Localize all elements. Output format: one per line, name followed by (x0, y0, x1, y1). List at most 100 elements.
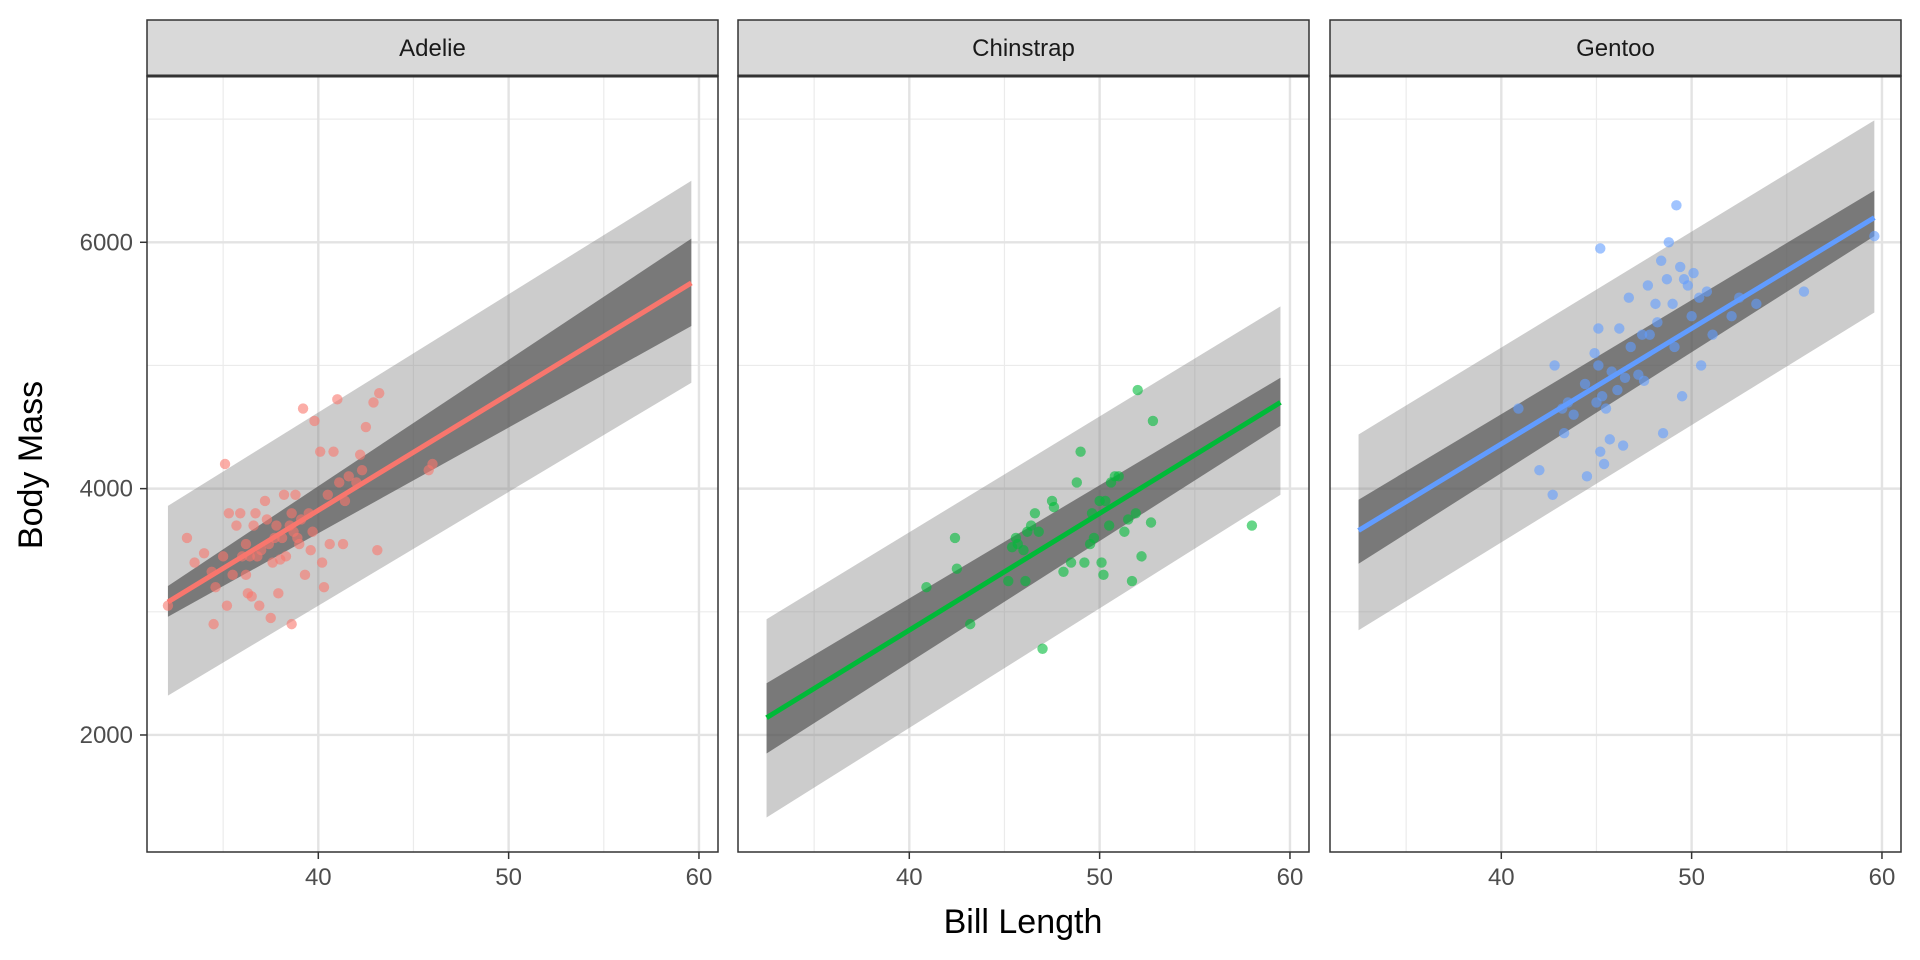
data-point (240, 569, 252, 581)
panel-adelie: Adelie 40 50 60 (146, 19, 719, 891)
data-point (328, 446, 339, 457)
data-point (1667, 298, 1678, 310)
data-point (1593, 323, 1604, 334)
data-point (286, 618, 297, 630)
data-point (354, 449, 366, 460)
data-point (1619, 372, 1631, 383)
data-point (217, 551, 229, 562)
data-point (1593, 360, 1604, 371)
data-point (246, 591, 257, 602)
data-points (1513, 200, 1880, 500)
x-tick-label: 50 (1678, 864, 1705, 891)
x-tick-label: 50 (1086, 864, 1113, 891)
data-point (316, 557, 328, 568)
data-point (1246, 520, 1258, 531)
data-point (1798, 286, 1810, 297)
data-point (1617, 440, 1629, 451)
data-point (307, 526, 318, 537)
data-point (250, 508, 261, 519)
data-point (1020, 575, 1031, 587)
data-point (219, 458, 231, 470)
data-point (305, 545, 316, 556)
data-point (1558, 428, 1570, 439)
confidence-band (1358, 190, 1875, 564)
data-point (198, 548, 210, 559)
data-point (1598, 458, 1610, 470)
data-point (1614, 323, 1625, 334)
panel-gentoo: Gentoo 40 50 60 (1329, 19, 1902, 891)
data-point (1581, 471, 1593, 482)
data-point (1604, 434, 1615, 445)
data-point (259, 495, 271, 507)
x-tick-label: 40 (305, 864, 332, 891)
data-point (221, 600, 233, 611)
data-point (254, 600, 265, 611)
facet-strip-label: Adelie (399, 35, 466, 62)
facet-strip-label: Gentoo (1576, 35, 1655, 62)
data-point (1676, 391, 1688, 402)
data-point (1661, 274, 1673, 285)
facet-strip-label: Chinstrap (972, 35, 1075, 62)
data-point (1025, 520, 1037, 531)
facet-strip (146, 19, 719, 77)
data-point (1671, 200, 1682, 211)
data-point (1625, 341, 1636, 353)
data-point (1650, 298, 1661, 310)
data-point (1589, 347, 1600, 359)
data-point (951, 563, 963, 574)
data-point (1600, 403, 1612, 414)
data-point (286, 508, 297, 519)
data-point (189, 557, 200, 568)
data-point (372, 545, 383, 556)
data-point (299, 569, 311, 581)
data-point (1088, 532, 1100, 544)
data-point (1130, 508, 1141, 519)
data-point (240, 538, 252, 550)
data-point (368, 397, 379, 408)
data-point (1096, 557, 1107, 568)
data-point (290, 489, 301, 500)
data-point (280, 551, 292, 562)
data-point (1065, 557, 1077, 568)
data-point (273, 588, 284, 599)
data-point (1568, 409, 1579, 420)
x-tick-label: 40 (1488, 864, 1515, 891)
data-point (1075, 446, 1086, 457)
data-point (1126, 575, 1138, 587)
data-point (1623, 292, 1635, 303)
data-point (337, 538, 349, 550)
x-tick-label: 60 (1277, 864, 1304, 891)
data-point (278, 489, 290, 500)
data-point (1636, 329, 1648, 340)
data-point (1669, 341, 1680, 353)
data-point (360, 421, 372, 433)
y-axis: 2000 4000 6000 (80, 229, 147, 749)
data-point (356, 464, 368, 476)
data-point (1033, 526, 1044, 537)
plot-area (765, 306, 1282, 818)
data-point (921, 581, 932, 593)
data-point (1003, 575, 1014, 587)
data-point (1701, 286, 1713, 297)
data-point (1694, 292, 1705, 303)
data-point (1726, 310, 1737, 322)
x-tick-label: 60 (686, 864, 713, 891)
data-point (1147, 415, 1159, 427)
trend-line (1357, 215, 1876, 533)
data-point (965, 618, 976, 630)
x-tick-label: 40 (896, 864, 923, 891)
data-point (294, 538, 305, 550)
data-point (1103, 520, 1115, 531)
data-point (1145, 517, 1157, 528)
data-point (208, 618, 219, 630)
trend-line (166, 280, 693, 605)
data-point (1688, 267, 1699, 279)
x-tick-label: 60 (1869, 864, 1896, 891)
data-point (223, 508, 235, 519)
data-point (181, 532, 193, 544)
gridlines (738, 76, 1309, 852)
data-point (248, 520, 259, 531)
y-tick-label: 4000 (80, 476, 133, 503)
data-point (1657, 428, 1669, 439)
